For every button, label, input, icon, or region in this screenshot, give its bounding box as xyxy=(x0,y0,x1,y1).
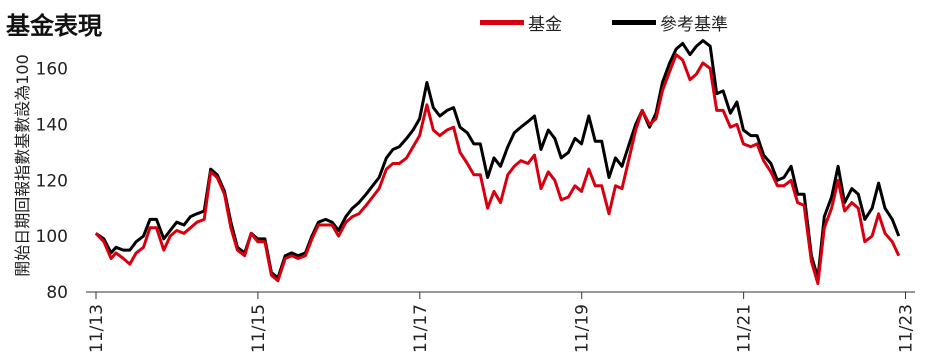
x-tick-label: 11/13 xyxy=(87,304,107,353)
legend-swatch-fund xyxy=(480,20,524,25)
y-tick-label: 120 xyxy=(36,171,68,191)
legend-item-benchmark: 參考基準 xyxy=(612,10,728,35)
x-tick-label: 11/21 xyxy=(735,304,755,353)
legend-item-fund: 基金 xyxy=(480,10,562,35)
legend-label-benchmark: 參考基準 xyxy=(660,15,728,35)
legend-label-fund: 基金 xyxy=(528,15,562,35)
series-line-benchmark xyxy=(94,39,901,280)
y-axis-title-group: 開始日期回報指數基數設為100 xyxy=(13,54,32,277)
x-tick-label: 11/19 xyxy=(573,304,593,353)
y-tick-label: 80 xyxy=(46,283,68,303)
y-tick-label: 100 xyxy=(36,227,68,247)
legend: 基金 參考基準 xyxy=(480,10,728,35)
series-group xyxy=(94,39,901,286)
legend-swatch-benchmark xyxy=(612,20,656,25)
chart-title: 基金表現 xyxy=(6,12,102,40)
y-axis-title: 開始日期回報指數基數設為100 xyxy=(13,54,32,277)
x-tick-label: 11/15 xyxy=(249,304,269,353)
series-line-fund xyxy=(94,53,901,286)
y-ticks: 80 100 120 140 160 xyxy=(36,60,68,303)
x-tick-label: 11/23 xyxy=(897,304,917,353)
x-ticks: 11/13 11/15 11/17 11/19 11/21 11/23 xyxy=(87,292,917,353)
x-tick-label: 11/17 xyxy=(411,304,431,353)
y-tick-label: 140 xyxy=(36,115,68,135)
y-tick-label: 160 xyxy=(36,60,68,80)
